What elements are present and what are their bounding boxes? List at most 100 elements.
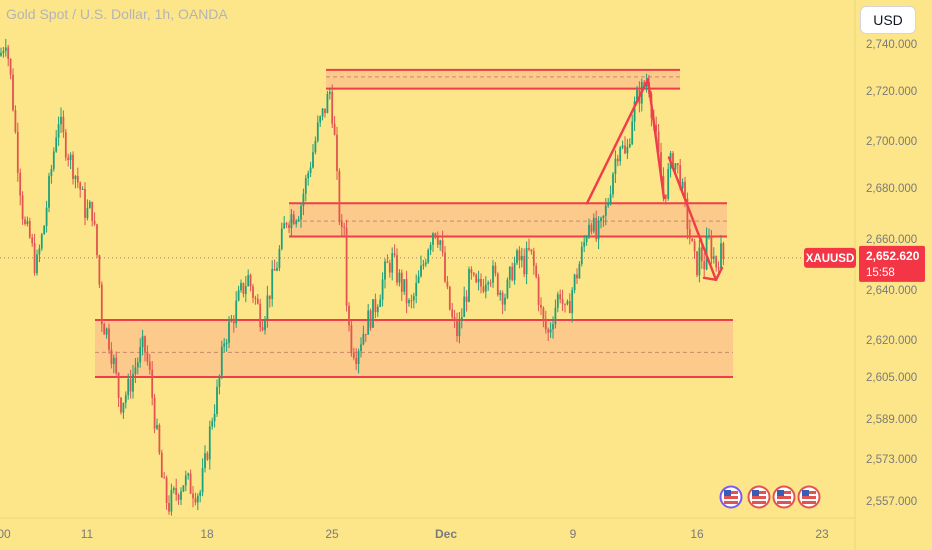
candle-body	[228, 321, 230, 343]
candle-body	[352, 352, 355, 358]
candle-body	[600, 217, 602, 222]
candle-body	[31, 237, 34, 244]
zone-3	[95, 320, 733, 377]
candle-body	[175, 488, 178, 495]
candle-body	[74, 175, 77, 180]
candle-body	[528, 248, 530, 250]
candle-body	[122, 402, 125, 413]
candle-body	[156, 425, 158, 429]
flag-stripe-icon	[724, 496, 738, 499]
chart-title: Gold Spot / U.S. Dollar, 1h, OANDA	[6, 6, 228, 22]
candle-body	[144, 336, 146, 352]
candle-body	[520, 255, 523, 261]
candle-body	[93, 220, 96, 225]
candle-body	[69, 154, 72, 161]
candle-body	[220, 346, 223, 376]
candle-body	[88, 201, 91, 209]
candle-body	[309, 167, 312, 173]
candle-body	[230, 318, 233, 322]
candle-body	[232, 318, 235, 324]
candle-body	[9, 58, 12, 75]
y-tick-label: 2,589.000	[866, 414, 917, 426]
candle-body	[676, 163, 679, 166]
candle-body	[206, 453, 209, 460]
candle-body	[554, 307, 557, 325]
candle-body	[141, 336, 144, 348]
candle-body	[379, 299, 382, 307]
candle-body	[556, 294, 559, 308]
candle-body	[672, 153, 674, 170]
candle-body	[408, 300, 410, 304]
candle-body	[715, 256, 718, 268]
flag-stripe-icon	[777, 501, 791, 504]
candle-body	[511, 266, 514, 281]
candle-body	[136, 362, 139, 368]
candle-body	[456, 319, 458, 337]
candle-body	[26, 221, 29, 224]
candle-body	[568, 301, 571, 314]
candle-body	[530, 249, 533, 252]
candle-body	[381, 279, 384, 300]
candle-body	[420, 265, 422, 277]
candle-body	[252, 286, 254, 298]
candle-body	[628, 144, 631, 147]
candle-body	[304, 178, 307, 194]
candle-body	[244, 286, 247, 294]
candle-body	[626, 146, 629, 154]
candle-body	[208, 426, 211, 460]
candle-body	[693, 241, 696, 252]
candle-body	[453, 317, 456, 320]
candle-body	[422, 264, 425, 266]
candle-body	[259, 303, 262, 328]
candle-body	[40, 234, 43, 249]
candle-body	[688, 229, 691, 239]
candle-body	[204, 453, 206, 469]
candle-body	[268, 295, 271, 300]
x-tick-label: Dec	[435, 527, 457, 541]
candle-body	[458, 321, 461, 337]
candle-body	[374, 299, 377, 313]
candle-body	[712, 256, 715, 259]
candle-body	[391, 253, 394, 273]
candle-body	[302, 193, 305, 207]
candle-body	[129, 378, 132, 392]
candle-body	[199, 492, 202, 496]
candle-body	[21, 195, 24, 220]
candle-body	[513, 263, 516, 281]
candle-body	[482, 286, 485, 292]
candle-body	[134, 367, 137, 374]
candle-body	[436, 237, 439, 245]
candle-body	[194, 498, 197, 503]
candle-body	[508, 266, 511, 280]
candle-body	[355, 357, 358, 364]
candle-body	[588, 224, 590, 238]
candle-body	[535, 265, 538, 277]
candle-body	[451, 309, 454, 318]
candle-body	[36, 254, 38, 274]
candle-body	[412, 295, 415, 301]
candle-body	[417, 276, 420, 283]
candle-body	[549, 329, 552, 333]
candle-body	[91, 201, 94, 221]
candle-body	[285, 223, 288, 225]
candle-body	[403, 279, 406, 292]
candle-body	[604, 205, 607, 216]
candle-body	[348, 305, 350, 326]
symbol-tag[interactable]	[804, 247, 856, 268]
candle-body	[710, 235, 713, 259]
candle-body	[369, 310, 372, 328]
y-tick-label: 2,605.000	[866, 372, 917, 384]
candle-body	[624, 145, 626, 154]
flag-stripe-icon	[777, 496, 791, 499]
candle-body	[211, 421, 214, 427]
currency-button[interactable]: USD	[860, 6, 916, 34]
y-tick-label: 2,720.000	[866, 86, 917, 98]
price-tag-value: 2,652.620	[866, 249, 920, 263]
candle-body	[283, 223, 286, 229]
candle-body	[585, 237, 588, 242]
candle-body	[465, 296, 468, 302]
candle-body	[441, 240, 444, 253]
trend-line-1	[585, 78, 650, 205]
candle-body	[720, 243, 722, 269]
